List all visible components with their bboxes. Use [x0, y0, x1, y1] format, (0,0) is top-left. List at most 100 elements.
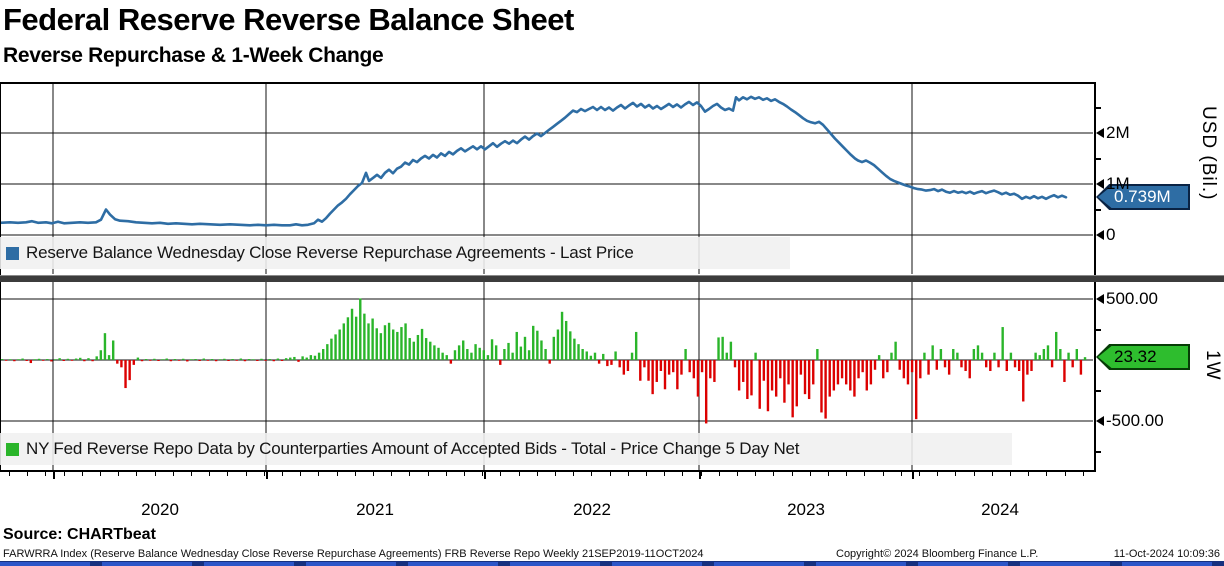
bar: [968, 360, 971, 379]
bar: [667, 360, 671, 375]
bar: [453, 350, 457, 360]
bar: [540, 340, 543, 360]
axis-tick-arrow-icon: [1096, 128, 1104, 138]
bar: [70, 360, 74, 361]
bar: [206, 360, 210, 361]
bar: [301, 356, 304, 360]
x-minor-tick: [646, 472, 647, 476]
footer-timestamp: 11-Oct-2024 10:09:36: [1113, 548, 1220, 560]
bar: [354, 316, 358, 360]
bar-series-swatch-icon: [6, 442, 19, 456]
x-minor-tick: [828, 472, 829, 476]
bar: [99, 350, 103, 360]
bar: [742, 360, 745, 382]
bar: [630, 352, 634, 360]
bar: [717, 337, 720, 360]
x-minor-tick: [864, 472, 866, 476]
bar: [898, 360, 901, 370]
bar: [919, 360, 922, 379]
bar: [264, 360, 267, 361]
bar: [54, 359, 57, 360]
bar: [853, 360, 856, 397]
axis-minor-tick: [1095, 328, 1101, 331]
bar: [659, 360, 663, 371]
bar: [214, 360, 218, 362]
x-minor-tick: [209, 472, 211, 476]
bar: [181, 358, 185, 360]
footer-index-info: FARWRRA Index (Reserve Balance Wednesday…: [3, 548, 704, 560]
x-minor-tick: [627, 472, 629, 476]
bar: [235, 360, 238, 361]
bar: [807, 360, 811, 400]
bar: [688, 360, 691, 373]
bar: [499, 360, 502, 365]
bar: [906, 360, 910, 385]
last-change-badge: 23.32: [1096, 344, 1190, 370]
taskbar-segment: [1122, 562, 1212, 566]
bar: [243, 360, 247, 362]
bar: [812, 360, 815, 385]
bar: [322, 349, 325, 360]
bar: [622, 360, 626, 375]
bar: [890, 352, 893, 360]
bar: [474, 344, 477, 360]
x-minor-tick: [555, 472, 556, 476]
bar: [219, 359, 222, 360]
bar: [1063, 360, 1066, 382]
bar: [482, 350, 486, 360]
bar: [527, 350, 531, 360]
x-minor-tick: [445, 472, 447, 476]
bar: [1026, 360, 1029, 375]
bar: [602, 353, 605, 360]
axis-minor-tick: [1095, 450, 1101, 453]
bar: [50, 360, 53, 362]
bar: [902, 360, 906, 379]
bar: [223, 358, 226, 360]
bar: [832, 360, 836, 391]
bar: [1083, 357, 1087, 360]
footer-copyright: Copyright© 2024 Bloomberg Finance L.P.: [836, 548, 1039, 560]
bar: [157, 360, 160, 361]
bar: [1050, 360, 1054, 368]
bar: [338, 329, 341, 360]
bar: [585, 351, 588, 360]
bar: [647, 360, 650, 381]
bar: [606, 360, 609, 367]
bar: [816, 349, 819, 360]
bar: [770, 360, 774, 391]
x-year-label: 2022: [573, 500, 611, 519]
bar: [1017, 360, 1021, 371]
bar: [976, 345, 980, 360]
bar: [569, 331, 572, 360]
bar: [9, 359, 12, 360]
bar: [849, 360, 852, 391]
x-minor-tick: [700, 472, 702, 476]
bar: [597, 360, 601, 364]
bar: [449, 360, 453, 364]
bar: [29, 360, 33, 364]
bar: [733, 360, 737, 368]
bar: [297, 360, 300, 362]
axis-minor-tick: [1095, 106, 1101, 109]
bar: [83, 360, 86, 362]
bar: [95, 356, 98, 360]
bar: [116, 360, 119, 364]
bar: [173, 359, 177, 360]
bar: [46, 359, 49, 360]
taskbar-segment: [816, 562, 906, 566]
x-minor-tick: [609, 472, 611, 476]
bar: [424, 338, 428, 360]
bar: [13, 360, 16, 362]
bar: [1059, 349, 1062, 360]
bar: [737, 360, 741, 391]
bar: [985, 360, 988, 368]
bar: [359, 298, 362, 360]
taskbar-segment: [0, 562, 90, 566]
bar: [107, 355, 111, 360]
bar: [87, 358, 90, 360]
bar: [803, 360, 807, 395]
bar: [317, 352, 321, 360]
bar: [663, 360, 667, 390]
bar: [857, 360, 860, 379]
x-minor-tick: [500, 472, 502, 476]
